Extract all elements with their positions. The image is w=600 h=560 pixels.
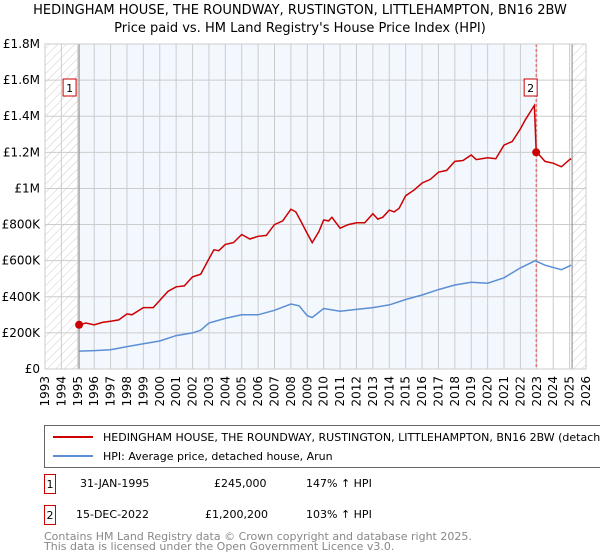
x-tick-label: 2022: [513, 376, 527, 407]
legend-red-line-icon: [53, 436, 93, 438]
x-tick-label: 1995: [71, 376, 85, 407]
sale-label: 2: [527, 82, 534, 95]
x-tick-label: 2024: [546, 376, 560, 407]
x-tick-label: 2017: [431, 376, 445, 407]
x-tick-label: 2006: [251, 376, 265, 407]
legend: HEDINGHAM HOUSE, THE ROUNDWAY, RUSTINGTO…: [44, 425, 600, 468]
x-tick-label: 2011: [333, 376, 347, 407]
hatched-region-before: [45, 44, 80, 369]
transaction-hpi: 103% ↑ HPI: [306, 508, 372, 521]
property-line: [78, 102, 572, 326]
chart-title: HEDINGHAM HOUSE, THE ROUNDWAY, RUSTINGTO…: [33, 3, 567, 18]
x-tick-label: 2010: [317, 376, 331, 407]
price-chart: 1993 1994 1995 1996 1997 1998 1999 2000 2001 2002…: [2, 37, 593, 407]
chart-subtitle: Price paid vs. HM Land Registry's House …: [114, 21, 486, 36]
y-tick-label: £1.4M: [3, 109, 40, 123]
transaction-badge: 1: [44, 474, 56, 494]
hatched-region-after: [572, 44, 586, 369]
y-tick-label: £1.8M: [3, 37, 40, 51]
x-tick-label: 2003: [202, 376, 216, 407]
x-tick-label: 1997: [104, 376, 118, 407]
x-tick-label: 2021: [497, 376, 511, 407]
sale-label-box: [62, 78, 77, 97]
transaction-row: 1 31-JAN-1995 £245,000 147% ↑ HPI: [44, 474, 444, 494]
legend-label: HEDINGHAM HOUSE, THE ROUNDWAY, RUSTINGTO…: [103, 430, 600, 444]
x-tick-label: 1993: [38, 376, 52, 407]
transaction-badge: 2: [44, 505, 56, 525]
y-tick-label: £800K: [2, 218, 42, 232]
sale-marker: [532, 148, 541, 157]
transaction-date: 15-DEC-2022: [76, 508, 150, 521]
x-tick-label: 1994: [54, 376, 68, 407]
x-tick-label: 2008: [284, 376, 298, 407]
x-tick-label: 2005: [235, 376, 249, 407]
x-tick-label: 2007: [268, 376, 282, 407]
x-tick-label: 2014: [382, 376, 396, 407]
footer-copyright: Contains HM Land Registry data © Crown c…: [44, 530, 472, 543]
sale-label: 1: [66, 82, 73, 95]
y-tick-label: £600K: [2, 254, 42, 268]
x-tick-label: 2025: [563, 376, 577, 407]
x-tick-label: 2012: [349, 376, 363, 407]
transaction-price: £245,000: [214, 477, 267, 490]
y-tick-label: £0: [25, 362, 40, 376]
x-tick-label: 1996: [87, 376, 101, 407]
x-tick-label: 2026: [579, 376, 593, 407]
x-tick-label: 1998: [120, 376, 134, 407]
y-tick-label: £400K: [2, 290, 42, 304]
y-tick-label: £1.6M: [3, 73, 40, 87]
transaction-price: £1,200,200: [205, 508, 268, 521]
legend-label: HPI: Average price, detached house, Arun: [103, 449, 333, 463]
x-tick-label: 2009: [300, 376, 314, 407]
sale-marker: [75, 320, 84, 329]
legend-item-hpi: HPI: Average price, detached house, Arun: [53, 448, 333, 464]
plot-frame: [44, 43, 587, 370]
transaction-row: 2 15-DEC-2022 £1,200,200 103% ↑ HPI: [44, 505, 444, 525]
x-tick-label: 2013: [366, 376, 380, 407]
hpi-line: [79, 259, 572, 352]
sale-label-box: [523, 78, 538, 97]
x-tick-label: 2015: [399, 376, 413, 407]
transaction-date: 31-JAN-1995: [80, 477, 150, 490]
y-tick-label: £1M: [14, 181, 40, 195]
footer-licence: This data is licensed under the Open Gov…: [44, 540, 395, 553]
x-tick-label: 2002: [186, 376, 200, 407]
x-tick-label: 2018: [448, 376, 462, 407]
x-tick-label: 2001: [169, 376, 183, 407]
legend-item-property: HEDINGHAM HOUSE, THE ROUNDWAY, RUSTINGTO…: [53, 429, 600, 445]
y-tick-label: £1.2M: [3, 145, 40, 159]
x-tick-label: 2004: [218, 376, 232, 407]
transaction-hpi: 147% ↑ HPI: [306, 477, 372, 490]
x-tick-label: 1999: [136, 376, 150, 407]
x-tick-label: 2000: [153, 376, 167, 407]
x-tick-label: 2016: [415, 376, 429, 407]
y-tick-label: £200K: [2, 326, 42, 340]
legend-blue-line-icon: [53, 455, 93, 457]
x-tick-label: 2023: [530, 376, 544, 407]
x-tick-label: 2019: [464, 376, 478, 407]
x-tick-label: 2020: [481, 376, 495, 407]
